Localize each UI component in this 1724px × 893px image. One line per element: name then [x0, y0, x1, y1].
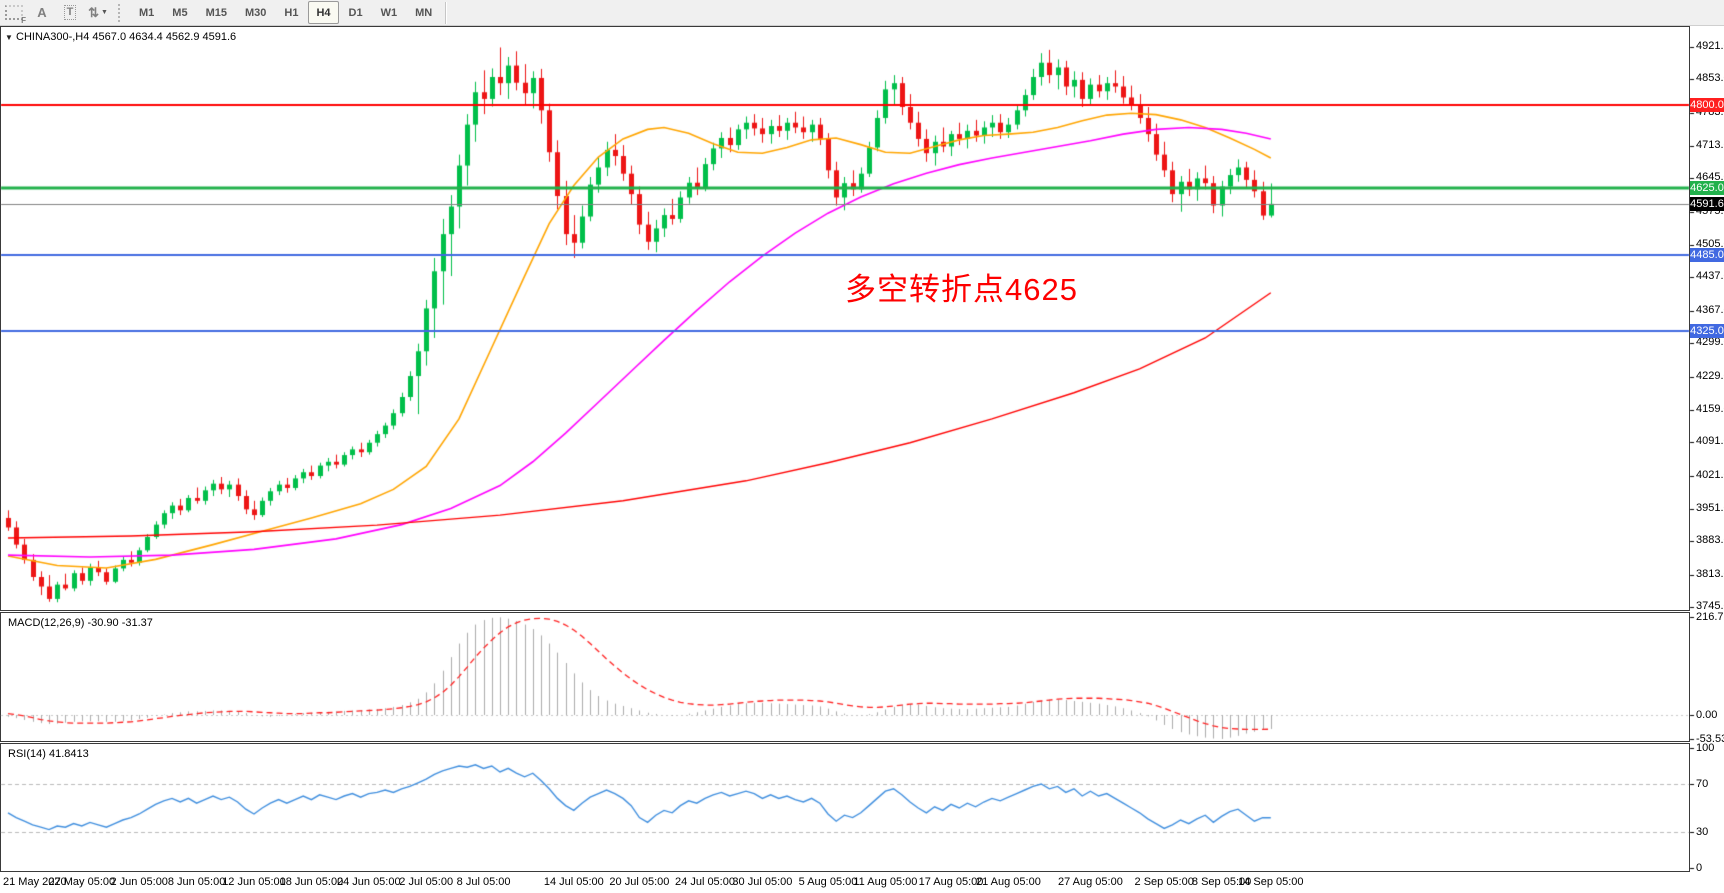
- time-label: 2 Jul 05:00: [399, 876, 454, 888]
- time-label: 30 Jul 05:00: [732, 876, 793, 888]
- time-label: 21 May 2020: [3, 876, 67, 888]
- price-tick-label: 3813.0: [1696, 567, 1724, 580]
- price-tick-label: 4021.0: [1696, 468, 1724, 481]
- time-label: 8 Jun 05:00: [167, 876, 226, 888]
- time-label: 8 Jul 05:00: [456, 876, 511, 888]
- price-badge-4485-0: 4485.0: [1690, 247, 1724, 262]
- time-label: 2 Jun 05:00: [110, 876, 168, 888]
- time-label: 24 Jul 05:00: [675, 876, 735, 888]
- time-label: 17 Aug 05:00: [918, 876, 984, 888]
- symbol-collapse-icon[interactable]: ▼: [5, 33, 13, 42]
- time-label: 8 Sep 05:00: [1191, 876, 1252, 888]
- time-label: 14 Jul 05:00: [543, 876, 604, 888]
- chart-annotation-text: 多空转折点4625: [845, 272, 1078, 307]
- price-tick-label: 4229.0: [1696, 369, 1724, 382]
- macd-tick-label: 0.00: [1696, 709, 1718, 721]
- time-label: 11 Aug 05:00: [853, 876, 918, 888]
- time-label: 5 Aug 05:00: [798, 876, 858, 888]
- rsi-tick-label: 70: [1696, 778, 1709, 790]
- time-label: 18 Jun 05:00: [279, 876, 344, 888]
- price-tick-label: 3883.0: [1696, 534, 1724, 547]
- price-badge-4325-0: 4325.0: [1690, 323, 1724, 338]
- price-tick-label: 4091.0: [1696, 435, 1724, 448]
- price-tick-label: 4299.0: [1696, 336, 1724, 349]
- price-tick-label: 4645.0: [1696, 171, 1724, 184]
- macd-indicator-label: MACD(12,26,9) -30.90 -31.37: [8, 617, 153, 629]
- price-tick-label: 3745.0: [1696, 600, 1724, 612]
- price-badge-4625-0: 4625.0: [1690, 180, 1724, 195]
- time-label: 2 Sep 05:00: [1134, 876, 1194, 888]
- macd-tick-label: -53.53: [1696, 733, 1724, 746]
- rsi-tick-label: 0: [1696, 862, 1703, 874]
- price-tick-label: 4921.0: [1696, 40, 1724, 52]
- rsi-tick-label: 30: [1696, 826, 1709, 838]
- time-label: 21 Aug 05:00: [975, 876, 1041, 888]
- price-tick-label: 4713.0: [1696, 139, 1724, 152]
- time-label: 24 Jun 05:00: [336, 876, 401, 888]
- price-tick-label: 4437.0: [1696, 270, 1724, 283]
- price-tick-label: 4505.0: [1696, 238, 1724, 251]
- rsi-indicator-label: RSI(14) 41.8413: [8, 748, 89, 760]
- time-label: 27 Aug 05:00: [1057, 876, 1123, 888]
- price-badge-4800-0: 4800.0: [1690, 97, 1724, 112]
- macd-tick-label: 216.78: [1696, 611, 1724, 623]
- price-tick-label: 4853.0: [1696, 72, 1724, 85]
- price-badge-4591-6: 4591.6: [1690, 196, 1724, 211]
- time-label: 27 May 05:00: [48, 876, 116, 888]
- price-tick-label: 4367.0: [1696, 303, 1724, 316]
- time-label: 14 Sep 05:00: [1238, 876, 1304, 888]
- time-label: 20 Jul 05:00: [609, 876, 670, 888]
- rsi-tick-label: 100: [1696, 742, 1715, 754]
- price-tick-label: 4159.0: [1696, 402, 1724, 415]
- time-label: 12 Jun 05:00: [222, 876, 286, 888]
- symbol-ohlc-label: CHINA300-,H4 4567.0 4634.4 4562.9 4591.6: [16, 31, 237, 43]
- price-tick-label: 3951.0: [1696, 501, 1724, 514]
